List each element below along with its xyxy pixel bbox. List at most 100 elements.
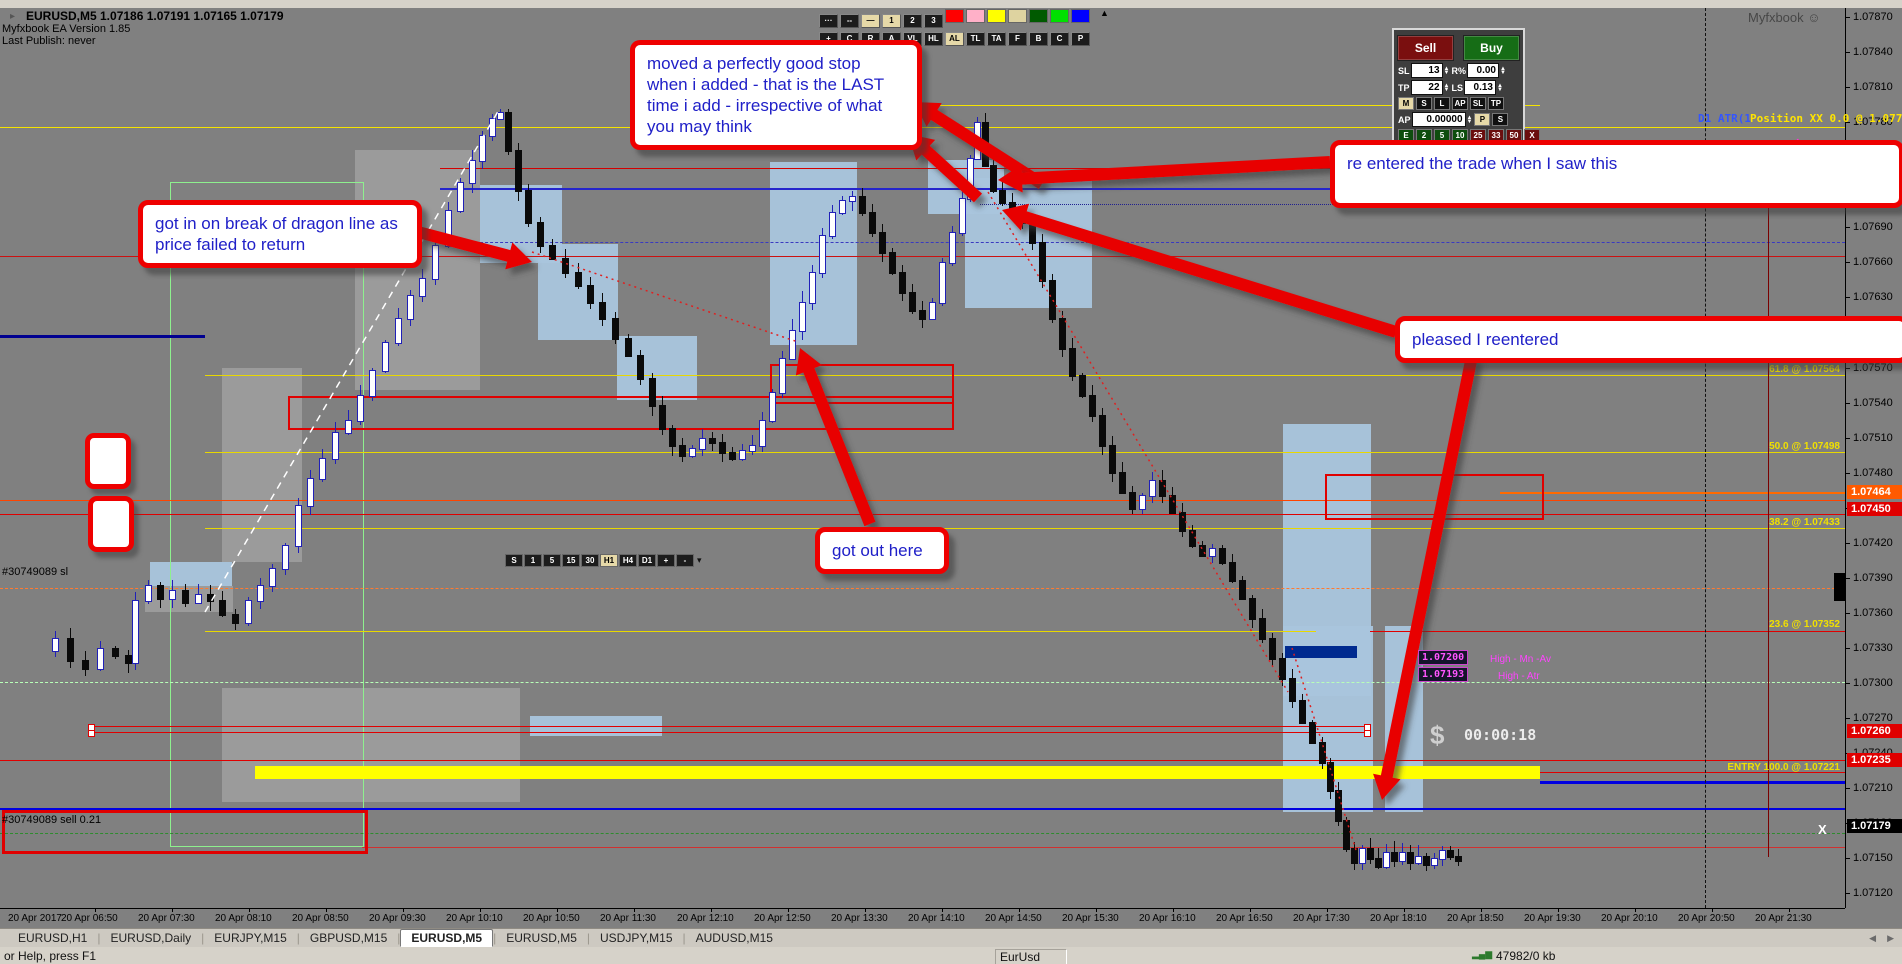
ap-spinner[interactable]: ▲ ▼ xyxy=(1466,114,1473,125)
candlestick xyxy=(1359,848,1366,864)
empty-note-box[interactable] xyxy=(85,433,131,489)
tf-button-5[interactable]: 5 xyxy=(543,554,561,567)
note-got-out[interactable]: got out here xyxy=(815,527,949,574)
sell-button[interactable]: Sell xyxy=(1397,35,1454,61)
candlestick xyxy=(1415,856,1422,864)
tp-spinner[interactable]: ▲ ▼ xyxy=(1443,82,1450,93)
line-end-marker[interactable] xyxy=(88,730,95,737)
candlestick xyxy=(515,150,522,192)
chart-tab-eurusd-m5[interactable]: EURUSD,M5 xyxy=(506,931,577,945)
buy-button[interactable]: Buy xyxy=(1463,35,1520,61)
bid-line-close-icon[interactable]: X xyxy=(1818,822,1827,837)
horizontal-level-line xyxy=(90,732,1368,733)
status-symbol: EurUsd xyxy=(995,949,1068,964)
toolbar-button-B[interactable]: B xyxy=(1029,32,1048,46)
toolbar-button-TL[interactable]: TL xyxy=(966,32,985,46)
color-swatch[interactable] xyxy=(1071,9,1090,23)
candlestick xyxy=(899,272,906,294)
toolbar-button-2[interactable]: 2 xyxy=(903,14,922,28)
trade-entry-rect[interactable] xyxy=(2,810,368,854)
panel-mode-m[interactable]: M xyxy=(1398,97,1414,110)
ls-input[interactable]: 0.13 xyxy=(1463,80,1496,95)
chart-title: EURUSD,M5 1.07186 1.07191 1.07165 1.0717… xyxy=(26,9,284,23)
note-reentered[interactable]: re entered the trade when I saw this xyxy=(1330,140,1902,208)
panel-mode-l[interactable]: L xyxy=(1434,97,1450,110)
chart-tab-usdjpy-m15[interactable]: USDJPY,M15 xyxy=(600,931,673,945)
note-moved-stop[interactable]: moved a perfectly good stop when i added… xyxy=(630,40,922,150)
tab-scroll-right[interactable]: ▶ xyxy=(1887,932,1894,943)
ea-publish-label: Last Publish: never xyxy=(2,35,96,47)
time-axis-label: 20 Apr 21:30 xyxy=(1755,913,1812,924)
stop-button[interactable]: S xyxy=(1492,113,1509,126)
chart-tab-gbpusd-m15[interactable]: GBPUSD,M15 xyxy=(309,931,388,945)
candlestick xyxy=(1219,548,1226,564)
chart-tab-eurusd-h1[interactable]: EURUSD,H1 xyxy=(18,931,88,945)
rpercent-input[interactable]: 0.00 xyxy=(1466,63,1499,78)
sl-input[interactable]: 13 xyxy=(1410,63,1443,78)
chart-expand-icon[interactable]: ▸ xyxy=(10,11,16,22)
tf-button-15[interactable]: 15 xyxy=(562,554,580,567)
ls-spinner[interactable]: ▲ ▼ xyxy=(1496,82,1503,93)
color-swatch[interactable] xyxy=(1008,9,1027,23)
rpercent-spinner[interactable]: ▲ ▼ xyxy=(1499,65,1506,76)
sl-label: SL xyxy=(1398,65,1410,76)
pending-button[interactable]: P xyxy=(1474,113,1491,126)
color-swatch[interactable] xyxy=(966,9,985,23)
panel-mode-tp[interactable]: TP xyxy=(1488,97,1504,110)
scroll-up-icon[interactable]: ▲ xyxy=(1100,8,1109,18)
tp-input[interactable]: 22 xyxy=(1410,80,1443,95)
candlestick xyxy=(169,590,176,600)
red-zone-rect[interactable] xyxy=(770,364,954,404)
tf-button-d1[interactable]: D1 xyxy=(638,554,656,567)
tf-button-h1[interactable]: H1 xyxy=(600,554,618,567)
toolbar-button-C[interactable]: C xyxy=(1050,32,1069,46)
chart-tab-eurusd-daily[interactable]: EURUSD,Daily xyxy=(110,931,192,945)
candlestick xyxy=(1351,848,1358,864)
chart-tab-eurjpy-m15[interactable]: EURJPY,M15 xyxy=(214,931,287,945)
tf-button-+[interactable]: + xyxy=(657,554,675,567)
tf-button-1[interactable]: 1 xyxy=(524,554,542,567)
toolbar-button-P[interactable]: P xyxy=(1071,32,1090,46)
ap-input[interactable]: 0.00000 xyxy=(1411,112,1466,127)
color-swatch[interactable] xyxy=(987,9,1006,23)
color-swatch[interactable] xyxy=(1029,9,1048,23)
panel-mode-sl[interactable]: SL xyxy=(1470,97,1486,110)
tf-button--[interactable]: - xyxy=(676,554,694,567)
toolbar-button-AL[interactable]: AL xyxy=(945,32,964,46)
line-end-marker[interactable] xyxy=(1364,730,1371,737)
candlestick xyxy=(982,122,989,167)
chart-tab-audusd-m15[interactable]: AUDUSD,M15 xyxy=(695,931,773,945)
red-zone-rect[interactable] xyxy=(1325,474,1544,520)
color-swatch[interactable] xyxy=(945,9,964,23)
axis-tick xyxy=(1846,858,1850,860)
tf-dropdown-icon[interactable]: ▾ xyxy=(697,555,702,565)
session-clock: 00:00:18 xyxy=(1464,726,1537,744)
toolbar-button-3[interactable]: 3 xyxy=(924,14,943,28)
panel-mode-ap[interactable]: AP xyxy=(1452,97,1468,110)
tf-button-30[interactable]: 30 xyxy=(581,554,599,567)
note-pleased[interactable]: pleased I reentered xyxy=(1395,316,1902,363)
vertical-separator-line xyxy=(1768,170,1769,857)
toolbar-button-···[interactable]: ··· xyxy=(819,14,838,28)
toolbar-button-F[interactable]: F xyxy=(1008,32,1027,46)
note-got-in[interactable]: got in on break of dragon line as price … xyxy=(138,200,422,268)
toolbar-button---[interactable]: -- xyxy=(840,14,859,28)
tf-button-h4[interactable]: H4 xyxy=(619,554,637,567)
color-swatch[interactable] xyxy=(1050,9,1069,23)
toolbar-button-TA[interactable]: TA xyxy=(987,32,1006,46)
empty-note-box[interactable] xyxy=(88,496,134,552)
chart-tab-eurusd-m5[interactable]: EURUSD,M5 xyxy=(400,929,494,947)
sl-spinner[interactable]: ▲ ▼ xyxy=(1443,65,1450,76)
candlestick xyxy=(749,445,756,452)
time-axis[interactable]: 20 Apr 2017 20 Apr 06:50 20 Apr 07:30 20 Ap… xyxy=(0,909,1902,928)
panel-mode-s[interactable]: S xyxy=(1416,97,1432,110)
toolbar-button-—[interactable]: — xyxy=(861,14,880,28)
toolbar-button-HL[interactable]: HL xyxy=(924,32,943,46)
session-gray-box xyxy=(222,688,520,802)
tab-scroll-left[interactable]: ◀ xyxy=(1869,932,1876,943)
tf-button-s[interactable]: S xyxy=(505,554,523,567)
axis-tick xyxy=(1846,122,1850,124)
toolbar-button-1[interactable]: 1 xyxy=(882,14,901,28)
panel-risk-50[interactable]: 50 xyxy=(1506,129,1522,142)
